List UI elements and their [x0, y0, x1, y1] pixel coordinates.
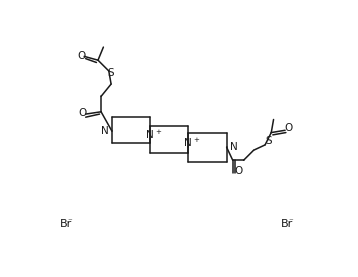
Text: ⁻: ⁻: [288, 217, 293, 226]
Text: Br: Br: [59, 219, 72, 229]
Text: +: +: [156, 129, 161, 135]
Text: Br: Br: [281, 219, 293, 229]
Text: O: O: [78, 51, 86, 61]
Text: N: N: [230, 142, 237, 152]
Text: S: S: [266, 136, 272, 146]
Text: S: S: [108, 68, 115, 78]
Text: N: N: [146, 130, 154, 140]
Text: O: O: [285, 123, 293, 133]
Text: N: N: [184, 138, 192, 148]
Text: ⁻: ⁻: [67, 217, 72, 226]
Text: N: N: [101, 126, 109, 136]
Text: O: O: [235, 166, 243, 176]
Text: +: +: [193, 137, 199, 142]
Text: O: O: [78, 107, 87, 117]
